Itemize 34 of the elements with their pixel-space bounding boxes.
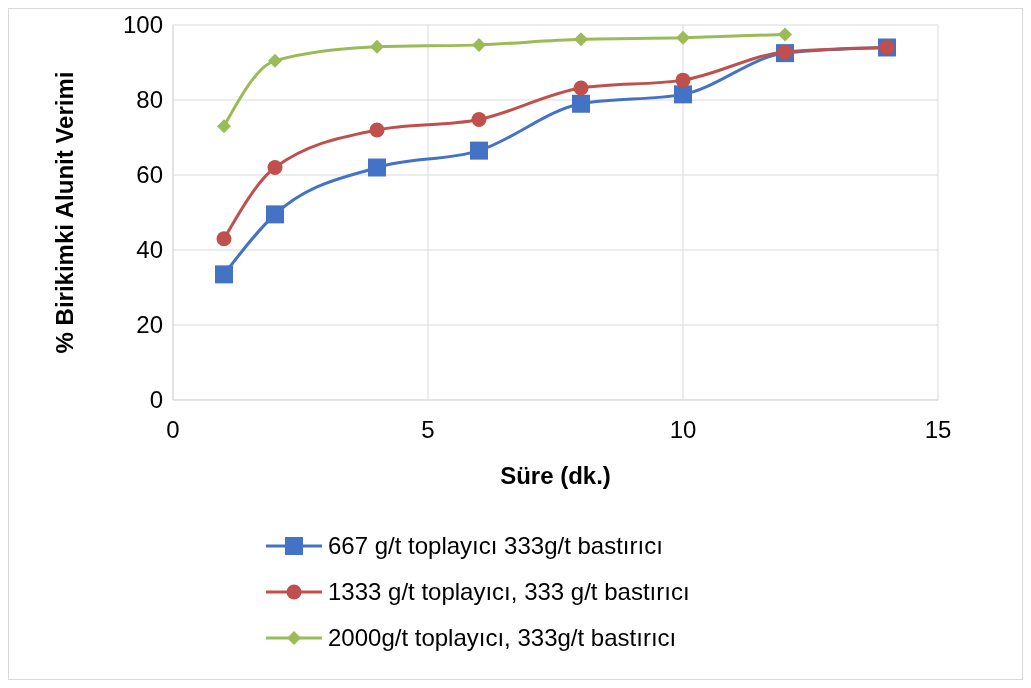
point	[217, 119, 231, 134]
point	[370, 39, 384, 54]
point	[574, 32, 588, 47]
point	[676, 30, 690, 45]
y-tick-label: 20	[136, 311, 163, 339]
x-axis-title: Süre (dk.)	[500, 462, 611, 489]
y-tick-label: 100	[122, 11, 163, 39]
point	[369, 122, 385, 138]
point	[472, 37, 486, 52]
legend-label: 1333 g/t toplayıcı, 333 g/t bastırıcı	[328, 578, 690, 606]
point	[266, 205, 284, 224]
point	[267, 160, 283, 175]
legend-label: 2000g/t toplayıcı, 333g/t bastırıcı	[328, 624, 677, 652]
y-tick-label: 0	[149, 386, 163, 414]
y-axis-title: % Birikimki Alunit Verimi	[51, 71, 78, 354]
y-tick-label: 40	[136, 236, 163, 264]
legend-label: 667 g/t toplayıcı 333g/t bastırıcı	[328, 532, 663, 560]
point	[572, 94, 590, 113]
point	[215, 265, 233, 284]
x-tick-label: 10	[669, 416, 697, 443]
point	[216, 231, 232, 247]
point	[471, 112, 487, 127]
point	[675, 72, 691, 88]
x-tick-label: 5	[421, 416, 435, 443]
point	[573, 80, 589, 96]
point	[268, 53, 282, 68]
point	[470, 141, 488, 160]
y-tick-label: 80	[136, 86, 163, 114]
x-tick-label: 15	[924, 416, 952, 443]
point	[368, 158, 386, 177]
point	[778, 27, 792, 42]
y-tick-label: 60	[136, 161, 163, 189]
point	[674, 85, 692, 104]
x-tick-label: 0	[166, 416, 180, 443]
